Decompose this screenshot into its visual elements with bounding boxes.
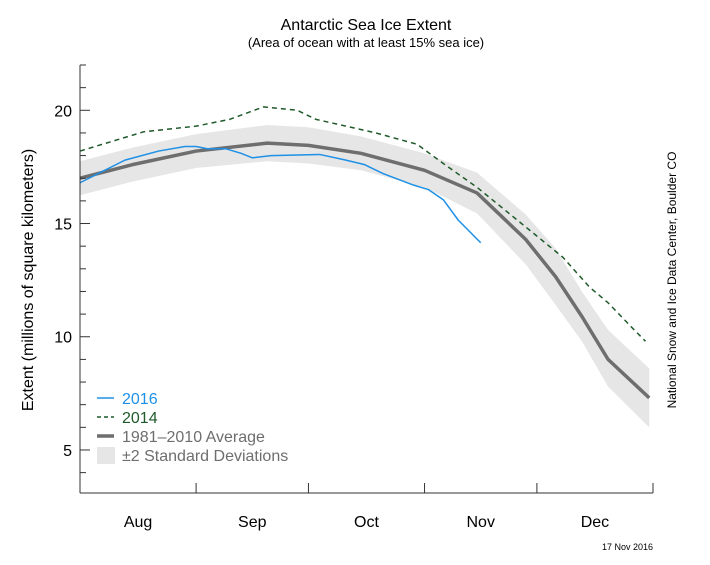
date-stamp: 17 Nov 2016 xyxy=(602,542,653,552)
legend-label-band: ±2 Standard Deviations xyxy=(122,448,288,465)
chart-title: Antarctic Sea Ice Extent xyxy=(281,17,452,34)
credit-text: National Snow and Ice Data Center, Bould… xyxy=(665,152,679,409)
y-tick-label: 15 xyxy=(54,217,72,234)
y-tick-label: 10 xyxy=(54,330,72,347)
legend-label-2014: 2014 xyxy=(122,410,158,427)
series-line-2014 xyxy=(79,106,647,342)
y-tick-label: 5 xyxy=(63,443,72,460)
x-tick-label-dec: Dec xyxy=(581,514,609,531)
x-tick-label-sep: Sep xyxy=(238,514,267,531)
x-tick-label-aug: Aug xyxy=(124,514,152,531)
x-tick-label-oct: Oct xyxy=(354,514,379,531)
chart-subtitle: (Area of ocean with at least 15% sea ice… xyxy=(248,35,484,50)
legend-swatch-band xyxy=(97,447,115,464)
x-tick-label-nov: Nov xyxy=(466,514,494,531)
legend: 2016 2014 1981–2010 Average ±2 Standard … xyxy=(97,391,288,465)
legend-label-2016: 2016 xyxy=(122,391,158,408)
series-line-2016 xyxy=(79,145,482,244)
y-axis-label: Extent (millions of square kilometers) xyxy=(20,149,37,411)
y-tick-label: 20 xyxy=(54,103,72,120)
std-dev-band xyxy=(80,125,650,428)
series-line-1981-2010-average xyxy=(79,141,651,400)
legend-label-average: 1981–2010 Average xyxy=(122,429,265,446)
